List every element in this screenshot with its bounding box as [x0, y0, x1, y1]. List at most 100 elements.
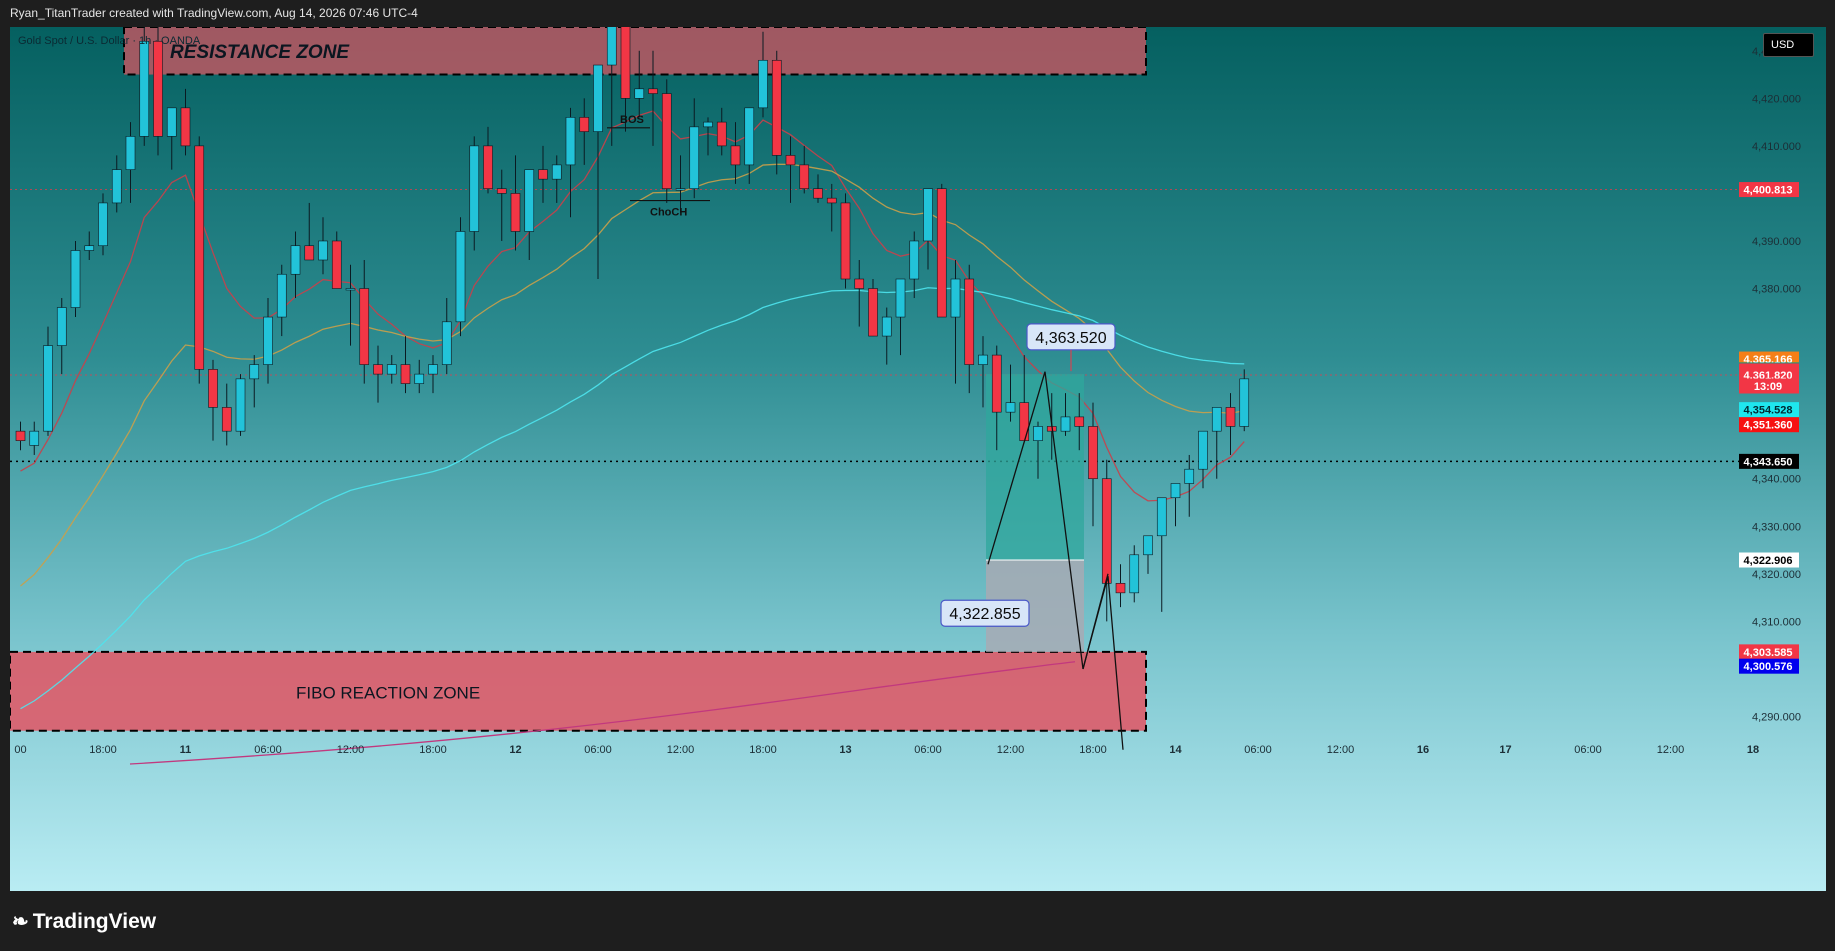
price-tag: [1739, 453, 1799, 469]
candle: [1060, 416, 1071, 432]
candle: [510, 193, 521, 232]
ema-line-1: [20, 110, 1245, 502]
candle: [1129, 554, 1140, 594]
x-tick-label: 16: [1417, 744, 1429, 756]
price-chart[interactable]: RESISTANCE ZONE FIBO REACTION ZONE BOS ChoC…: [10, 27, 1826, 891]
candle: [29, 430, 40, 446]
bos-label: BOS: [620, 114, 644, 126]
candle: [331, 240, 342, 289]
candle: [359, 288, 370, 365]
candle: [909, 240, 920, 280]
fibo-zone-label: FIBO REACTION ZONE: [296, 683, 480, 702]
candle: [15, 430, 26, 441]
candle: [153, 40, 163, 137]
x-tick-label: 06:00: [254, 744, 282, 756]
candle: [194, 145, 205, 370]
y-tick-label: 4,340.000: [1752, 474, 1801, 486]
candle: [345, 288, 356, 291]
long-ema-line: [129, 661, 1076, 765]
candle: [799, 164, 810, 189]
x-tick-label: 17: [1499, 744, 1511, 756]
candle: [758, 59, 768, 109]
candle: [208, 369, 218, 408]
projection-leg: [1082, 573, 1109, 670]
x-tick-label: 12:00: [667, 744, 695, 756]
x-tick-label: 00: [14, 744, 26, 756]
candle: [648, 88, 658, 94]
candle: [1074, 416, 1085, 427]
x-tick-label: 18:00: [749, 744, 777, 756]
candle: [483, 145, 493, 189]
x-tick-label: 18:00: [1079, 744, 1107, 756]
candle: [1005, 402, 1016, 413]
x-tick-label: 12:00: [337, 744, 365, 756]
currency-button[interactable]: USD: [1763, 33, 1814, 57]
candle: [496, 188, 507, 194]
candle: [1101, 478, 1112, 584]
candle: [455, 231, 466, 323]
candle: [235, 378, 246, 432]
x-tick-label: 14: [1169, 744, 1182, 756]
candle: [785, 155, 796, 166]
x-tick-label: 06:00: [1244, 744, 1272, 756]
candle: [56, 307, 67, 346]
candle: [579, 117, 590, 132]
x-tick-label: 18:00: [419, 744, 447, 756]
y-tick-label: 4,310.000: [1752, 616, 1801, 628]
candle: [318, 240, 328, 261]
y-tick-label: 4,330.000: [1752, 521, 1801, 533]
tv-logo-icon: ❧: [12, 911, 29, 933]
candle: [1239, 378, 1250, 427]
candle: [950, 278, 961, 318]
ema-line-3: [20, 287, 1245, 710]
candle: [991, 354, 1002, 413]
symbol-info: Gold Spot / U.S. Dollar · 1h · OANDA: [18, 35, 201, 47]
candle: [771, 59, 782, 156]
candle: [716, 121, 727, 147]
attribution-text: Ryan_TitanTrader created with TradingVie…: [10, 6, 418, 20]
candle: [730, 145, 741, 166]
candle: [1033, 426, 1043, 441]
brand-name: TradingView: [32, 909, 157, 933]
candle: [166, 107, 177, 137]
x-tick-label: 11: [180, 744, 192, 756]
candle: [221, 407, 232, 432]
price-tag: [1739, 644, 1799, 660]
candle: [868, 288, 878, 337]
high-callout-text: 4,363.520: [1035, 330, 1106, 347]
price-tag-label: 4,343.650: [1744, 456, 1793, 468]
price-tag: [1739, 552, 1799, 568]
candle: [606, 27, 617, 66]
candle: [895, 278, 906, 318]
price-tag: [1739, 378, 1799, 394]
low-callout-text: 4,322.855: [949, 606, 1020, 623]
candle: [70, 250, 81, 308]
candle: [263, 316, 273, 365]
candle: [139, 40, 150, 137]
y-tick-label: 4,390.000: [1752, 236, 1801, 248]
candle: [1198, 430, 1208, 470]
candle: [936, 188, 947, 318]
x-tick-label: 06:00: [914, 744, 942, 756]
candle: [1115, 583, 1126, 594]
tradingview-logo[interactable]: ❧ TradingView: [12, 909, 156, 934]
price-tag-label: 4,303.585: [1744, 647, 1793, 659]
candle: [1225, 407, 1236, 427]
candle: [551, 164, 562, 180]
price-tag-label: 4,351.360: [1744, 420, 1793, 432]
candle: [441, 321, 452, 365]
candle: [98, 202, 108, 247]
x-tick-label: 18: [1747, 744, 1759, 756]
candle: [689, 126, 700, 189]
candle: [414, 373, 425, 384]
candle: [84, 245, 95, 251]
candle: [978, 354, 988, 365]
chart-area[interactable]: RESISTANCE ZONE FIBO REACTION ZONE BOS ChoC…: [10, 27, 1826, 891]
x-tick-label: 12:00: [1657, 744, 1685, 756]
candle: [428, 364, 438, 375]
x-tick-label: 18:00: [89, 744, 117, 756]
price-tag-label: 4,354.528: [1744, 405, 1793, 417]
candle: [524, 169, 535, 232]
resistance-zone-label: RESISTANCE ZONE: [170, 42, 350, 63]
x-tick-label: 12:00: [1327, 744, 1355, 756]
